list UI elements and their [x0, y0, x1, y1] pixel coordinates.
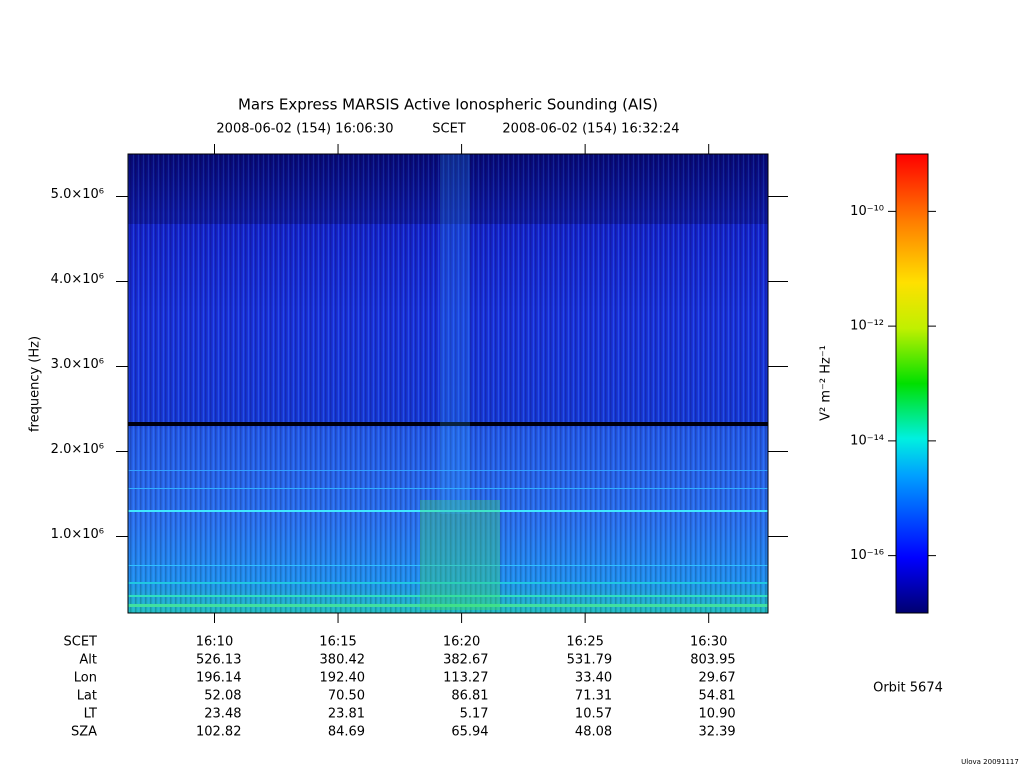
- ephemeris-row-label: SZA: [71, 725, 97, 740]
- colorbar: [896, 154, 928, 613]
- x-tick-label: 16:20: [443, 635, 480, 650]
- plot-frame: [127, 153, 769, 614]
- ephemeris-value: 52.08: [204, 689, 241, 704]
- colorbar-label: V² m⁻² Hz⁻¹: [819, 345, 834, 421]
- ephemeris-value: 48.08: [575, 725, 612, 740]
- spectrogram-image: [128, 154, 768, 613]
- ephemeris-value: 10.90: [698, 707, 735, 722]
- ephemeris-header: SCET: [64, 635, 98, 650]
- colorbar-tick-label: 10⁻¹⁴: [850, 433, 884, 448]
- ephemeris-value: 23.81: [328, 707, 365, 722]
- start-time: 2008-06-02 (154) 16:06:30: [216, 122, 393, 137]
- ephemeris-value: 23.48: [204, 707, 241, 722]
- ephemeris-value: 33.40: [575, 671, 612, 686]
- ephemeris-value: 65.94: [451, 725, 488, 740]
- ephemeris-value: 102.82: [196, 725, 242, 740]
- ephemeris-value: 192.40: [320, 671, 366, 686]
- ephemeris-value: 32.39: [698, 725, 735, 740]
- ephemeris-value: 29.67: [698, 671, 735, 686]
- ephemeris-value: 70.50: [328, 689, 365, 704]
- ephemeris-value: 86.81: [451, 689, 488, 704]
- colorbar-tick-label: 10⁻¹⁰: [850, 204, 884, 219]
- y-tick-label: 1.0×10⁶: [51, 527, 104, 542]
- ephemeris-value: 84.69: [328, 725, 365, 740]
- y-tick-label: 5.0×10⁶: [51, 187, 104, 202]
- x-tick-label: 16:30: [690, 635, 727, 650]
- footer: Ulova 20091117: [961, 758, 1019, 766]
- ephemeris-value: 54.81: [698, 689, 735, 704]
- y-tick-label: 3.0×10⁶: [51, 357, 104, 372]
- end-time: 2008-06-02 (154) 16:32:24: [502, 122, 679, 137]
- colorbar-frame: [895, 153, 929, 614]
- ephemeris-row-label: Lat: [77, 689, 97, 704]
- ephemeris-value: 71.31: [575, 689, 612, 704]
- x-tick-label: 16:25: [566, 635, 603, 650]
- ephemeris-value: 382.67: [443, 653, 489, 668]
- ephemeris-row-label: Alt: [79, 653, 97, 668]
- y-tick-label: 2.0×10⁶: [51, 442, 104, 457]
- ephemeris-value: 531.79: [567, 653, 613, 668]
- orbit-label: Orbit 5674: [873, 681, 943, 696]
- ephemeris-row-label: LT: [84, 707, 97, 722]
- x-tick-label: 16:10: [196, 635, 233, 650]
- ephemeris-value: 803.95: [690, 653, 736, 668]
- colorbar-tick-label: 10⁻¹²: [850, 319, 884, 334]
- ephemeris-value: 526.13: [196, 653, 242, 668]
- ephemeris-row-label: Lon: [74, 671, 97, 686]
- chart-title: Mars Express MARSIS Active Ionospheric S…: [238, 96, 658, 114]
- ephemeris-value: 113.27: [443, 671, 489, 686]
- time-system: SCET: [432, 122, 466, 137]
- colorbar-tick-label: 10⁻¹⁶: [850, 548, 884, 563]
- ephemeris-value: 196.14: [196, 671, 242, 686]
- ephemeris-value: 10.57: [575, 707, 612, 722]
- ephemeris-value: 380.42: [320, 653, 366, 668]
- ephemeris-value: 5.17: [460, 707, 489, 722]
- y-axis-label: frequency (Hz): [28, 336, 43, 432]
- y-tick-label: 4.0×10⁶: [51, 272, 104, 287]
- x-tick-label: 16:15: [319, 635, 356, 650]
